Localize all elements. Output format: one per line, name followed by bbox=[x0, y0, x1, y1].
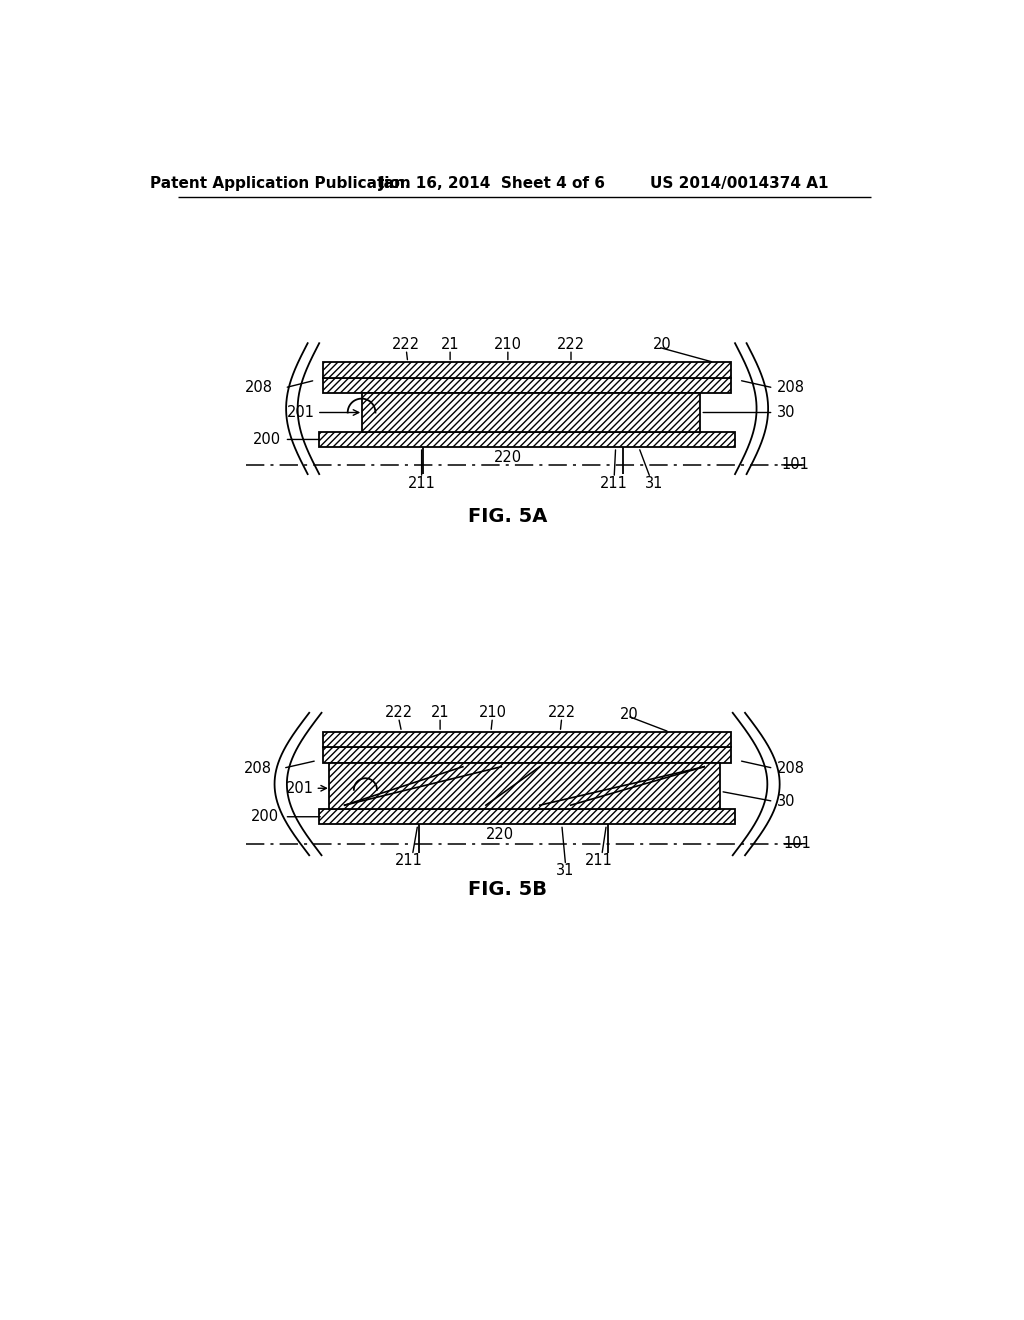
Polygon shape bbox=[330, 763, 720, 809]
Text: Jan. 16, 2014  Sheet 4 of 6: Jan. 16, 2014 Sheet 4 of 6 bbox=[379, 176, 606, 190]
Text: 21: 21 bbox=[431, 705, 450, 721]
Text: 201: 201 bbox=[288, 405, 315, 420]
Text: 21: 21 bbox=[440, 337, 460, 352]
Text: FIG. 5A: FIG. 5A bbox=[468, 507, 548, 525]
Text: 30: 30 bbox=[777, 405, 796, 420]
Text: 222: 222 bbox=[548, 705, 575, 721]
Text: 211: 211 bbox=[395, 853, 423, 869]
Text: 222: 222 bbox=[392, 337, 420, 352]
Bar bbox=[361, 393, 700, 432]
Text: 200: 200 bbox=[253, 432, 281, 447]
Bar bbox=[319, 432, 735, 447]
Text: 20: 20 bbox=[621, 706, 639, 722]
Text: 101: 101 bbox=[783, 836, 811, 851]
Text: 101: 101 bbox=[781, 457, 809, 473]
Text: 208: 208 bbox=[777, 760, 805, 776]
Bar bbox=[319, 809, 735, 825]
Text: 210: 210 bbox=[478, 705, 507, 721]
Bar bbox=[323, 747, 731, 763]
Text: US 2014/0014374 A1: US 2014/0014374 A1 bbox=[649, 176, 828, 190]
Text: Patent Application Publication: Patent Application Publication bbox=[151, 176, 411, 190]
Text: 201: 201 bbox=[286, 780, 313, 796]
Text: 208: 208 bbox=[244, 760, 271, 776]
Bar bbox=[323, 363, 731, 378]
Bar bbox=[323, 733, 731, 747]
Bar bbox=[323, 733, 731, 747]
Bar bbox=[323, 363, 731, 378]
Text: 31: 31 bbox=[645, 475, 664, 491]
Bar bbox=[319, 809, 735, 825]
Text: 208: 208 bbox=[245, 380, 273, 396]
Bar bbox=[361, 393, 700, 432]
Text: 31: 31 bbox=[556, 863, 574, 878]
Text: 208: 208 bbox=[777, 380, 805, 396]
Text: 30: 30 bbox=[777, 793, 796, 809]
Text: 222: 222 bbox=[557, 337, 585, 352]
Text: 211: 211 bbox=[600, 475, 628, 491]
Bar bbox=[323, 378, 731, 393]
Text: 211: 211 bbox=[585, 853, 612, 869]
Text: 220: 220 bbox=[486, 826, 514, 842]
Bar bbox=[319, 432, 735, 447]
Bar bbox=[323, 747, 731, 763]
Text: FIG. 5B: FIG. 5B bbox=[468, 880, 548, 899]
Text: 211: 211 bbox=[408, 475, 435, 491]
Text: 222: 222 bbox=[384, 705, 413, 721]
Text: 20: 20 bbox=[652, 337, 672, 352]
Text: 210: 210 bbox=[494, 337, 522, 352]
Text: 220: 220 bbox=[494, 450, 522, 465]
Text: 200: 200 bbox=[251, 809, 280, 824]
Bar bbox=[323, 378, 731, 393]
